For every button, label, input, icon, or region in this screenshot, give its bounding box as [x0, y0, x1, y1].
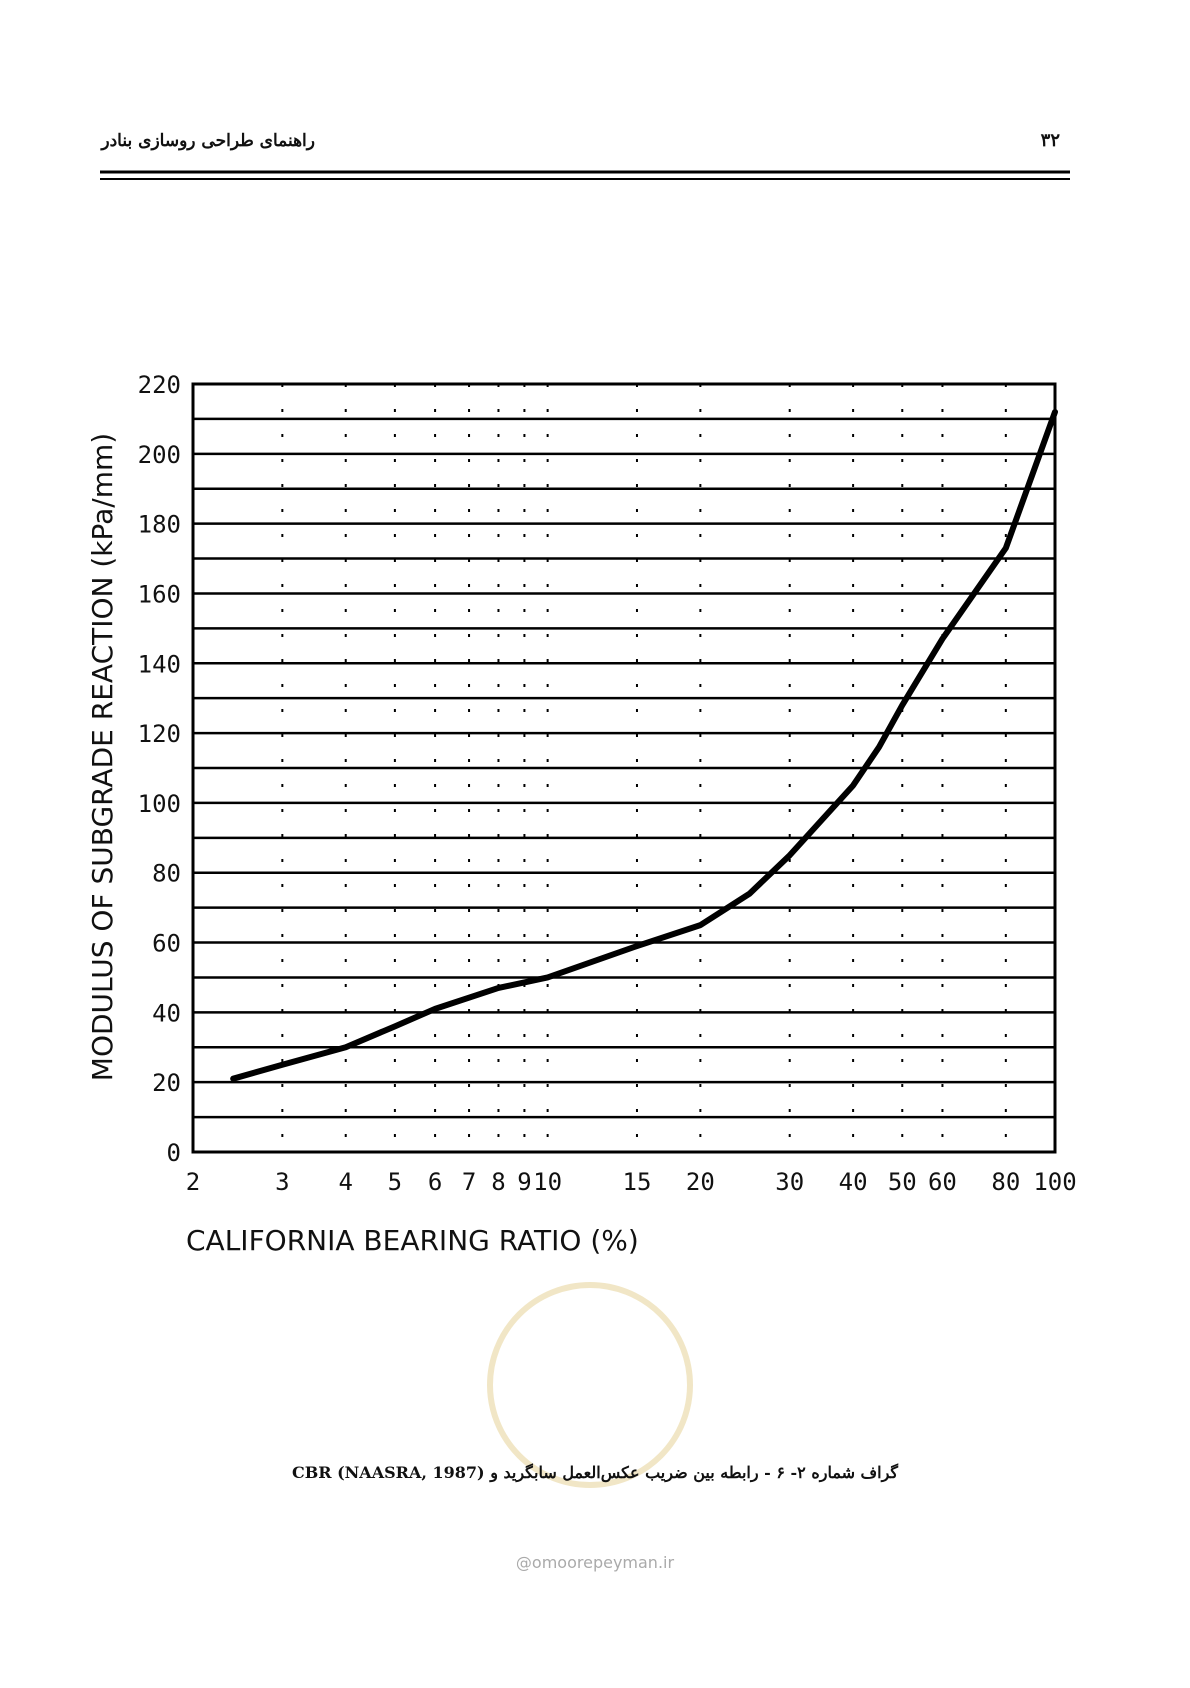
x-tick-label: 6 [428, 1168, 442, 1196]
y-tick-label: 160 [138, 580, 181, 608]
x-tick-label: 3 [275, 1168, 289, 1196]
x-tick-label: 60 [928, 1168, 957, 1196]
header-title: راهنمای طراحی روسازی بنادر [99, 131, 315, 151]
y-tick-label: 40 [152, 999, 181, 1027]
x-tick-label: 5 [388, 1168, 402, 1196]
x-tick-label: 7 [462, 1168, 476, 1196]
x-tick-label: 9 [517, 1168, 531, 1196]
x-tick-label: 30 [775, 1168, 804, 1196]
y-tick-label: 180 [138, 511, 181, 539]
watermark-text: @omoorepeyman.ir [516, 1553, 675, 1572]
y-tick-label: 200 [138, 441, 181, 469]
x-tick-label: 40 [839, 1168, 868, 1196]
x-tick-label: 10 [533, 1168, 562, 1196]
y-tick-label: 100 [138, 790, 181, 818]
y-axis-title: MODULUS OF SUBGRADE REACTION (kPa/mm) [86, 433, 119, 1081]
y-tick-label: 80 [152, 860, 181, 888]
x-axis-title: CALIFORNIA BEARING RATIO (%) [186, 1224, 639, 1257]
x-tick-label: 80 [991, 1168, 1020, 1196]
x-tick-label: 50 [888, 1168, 917, 1196]
watermark-logo [487, 1282, 693, 1488]
figure-caption: گراف شماره ۲- ۶ - رابطه بین ضریب عکس‌الع… [292, 1463, 898, 1483]
y-tick-label: 120 [138, 720, 181, 748]
x-tick-label: 4 [339, 1168, 353, 1196]
page-number: ۳۲ [1041, 130, 1061, 151]
x-tick-label: 15 [623, 1168, 652, 1196]
y-tick-label: 220 [138, 371, 181, 399]
x-tick-label: 8 [491, 1168, 505, 1196]
y-tick-label: 0 [167, 1139, 181, 1167]
y-tick-label: 20 [152, 1069, 181, 1097]
data-line [230, 408, 1058, 1082]
x-tick-label: 100 [1033, 1168, 1076, 1196]
x-tick-label: 2 [186, 1168, 200, 1196]
y-tick-label: 60 [152, 930, 181, 958]
y-tick-label: 140 [138, 650, 181, 678]
x-tick-label: 20 [686, 1168, 715, 1196]
